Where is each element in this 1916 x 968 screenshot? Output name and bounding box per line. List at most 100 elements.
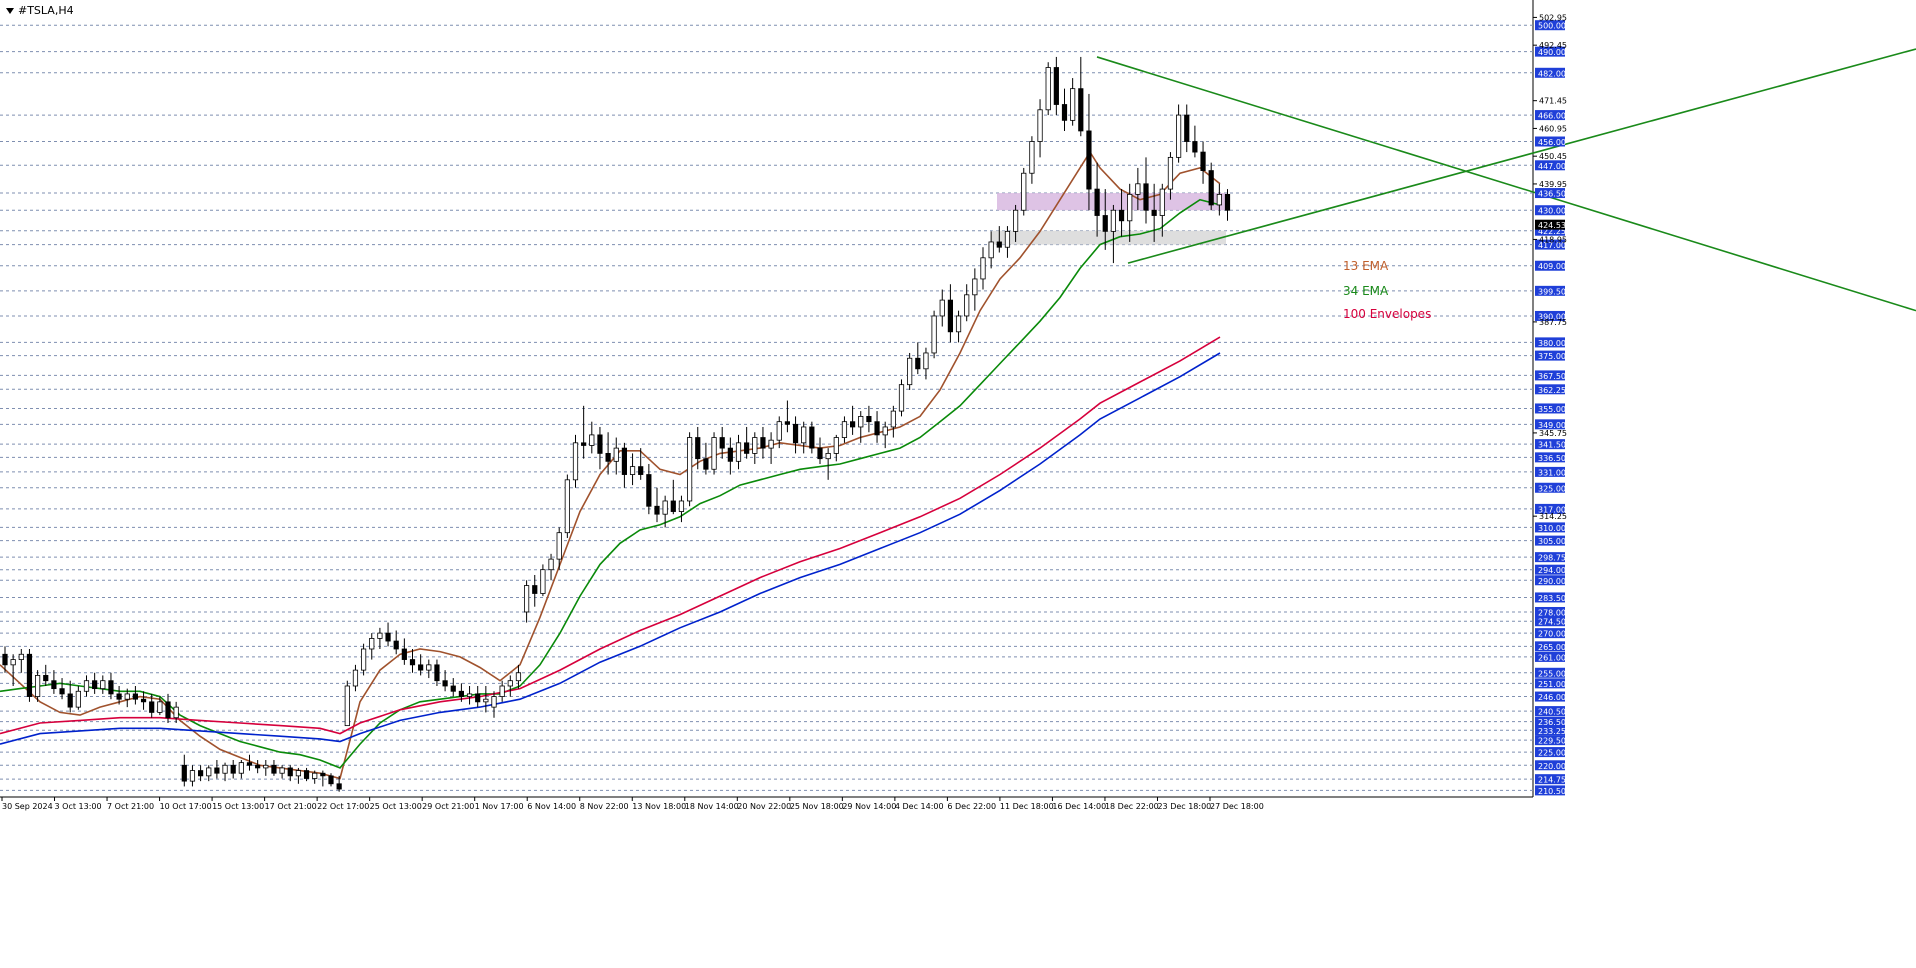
price-level-tag[interactable] (1535, 760, 1565, 771)
price-level-tag[interactable] (1535, 384, 1565, 395)
price-level-tag[interactable] (1535, 706, 1565, 717)
trendline[interactable] (1127, 48, 1916, 264)
price-level-tag[interactable] (1535, 403, 1565, 414)
candle[interactable] (336, 775, 342, 792)
candle[interactable] (466, 685, 473, 705)
price-level-tag[interactable] (1535, 575, 1565, 586)
candle[interactable] (817, 437, 823, 464)
candle[interactable] (10, 654, 16, 686)
candle[interactable] (768, 432, 774, 464)
candle[interactable] (189, 765, 196, 787)
price-level-tag[interactable] (1535, 641, 1565, 652)
candle[interactable] (385, 622, 391, 647)
candle[interactable] (548, 553, 554, 581)
candle[interactable] (401, 638, 407, 665)
candle[interactable] (344, 680, 350, 727)
candle[interactable] (1053, 56, 1059, 116)
candle[interactable] (858, 411, 864, 443)
candle[interactable] (890, 405, 896, 438)
candle[interactable] (295, 767, 302, 784)
candle[interactable] (923, 347, 929, 380)
candle[interactable] (450, 678, 456, 697)
current-price-tag[interactable] (1535, 219, 1565, 230)
candle[interactable] (629, 453, 636, 486)
candle[interactable] (255, 759, 261, 774)
candle[interactable] (972, 268, 978, 311)
candle[interactable] (1159, 183, 1165, 237)
candle[interactable] (1143, 157, 1149, 224)
candle[interactable] (442, 670, 448, 692)
candle[interactable] (556, 527, 562, 570)
price-level-tag[interactable] (1535, 310, 1565, 321)
price-level-tag[interactable] (1535, 46, 1565, 57)
candle[interactable] (801, 421, 807, 454)
candle[interactable] (92, 672, 98, 694)
price-level-tag[interactable] (1535, 466, 1565, 477)
price-level-tag[interactable] (1535, 370, 1565, 381)
candle[interactable] (898, 379, 905, 417)
price-level-tag[interactable] (1535, 747, 1565, 758)
price-level-tag[interactable] (1535, 725, 1565, 736)
candle[interactable] (964, 284, 970, 322)
candle[interactable] (735, 434, 742, 470)
candle[interactable] (515, 664, 522, 689)
candle[interactable] (475, 685, 481, 708)
candle[interactable] (589, 421, 595, 454)
price-level-tag[interactable] (1535, 110, 1565, 121)
candle[interactable] (833, 434, 839, 462)
price-level-tag[interactable] (1535, 205, 1565, 216)
price-level-tag[interactable] (1535, 564, 1565, 575)
candle[interactable] (1151, 183, 1157, 242)
candle[interactable] (173, 701, 179, 723)
candle[interactable] (287, 765, 293, 782)
candle[interactable] (695, 426, 701, 470)
price-level-tag[interactable] (1535, 691, 1565, 702)
price-level-tag[interactable] (1535, 667, 1565, 678)
candle[interactable] (360, 643, 367, 676)
trendline[interactable] (1096, 56, 1916, 312)
candle[interactable] (980, 247, 986, 290)
price-level-tag[interactable] (1535, 482, 1565, 493)
candle[interactable] (214, 759, 220, 779)
candle[interactable] (279, 765, 285, 779)
candle[interactable] (1192, 125, 1198, 158)
candle[interactable] (581, 405, 587, 459)
candle[interactable] (230, 759, 236, 779)
candle[interactable] (719, 426, 725, 459)
price-axis[interactable]: 500.00 490.00 482.00 466.00 456.00 447.00 436.… (1533, 13, 1567, 796)
candle[interactable] (1029, 136, 1035, 184)
candle[interactable] (1078, 56, 1084, 137)
candle[interactable] (369, 633, 375, 660)
candle[interactable] (507, 675, 513, 697)
candle[interactable] (165, 693, 171, 723)
candles[interactable] (2, 56, 1231, 792)
candle[interactable] (409, 648, 416, 673)
candle[interactable] (108, 672, 114, 700)
candle[interactable] (1224, 189, 1231, 221)
candle[interactable] (1070, 78, 1076, 126)
candle[interactable] (621, 442, 628, 488)
candle[interactable] (939, 289, 945, 327)
candle[interactable] (524, 580, 530, 623)
candle[interactable] (434, 659, 440, 686)
candle[interactable] (792, 416, 799, 454)
candle[interactable] (1208, 162, 1214, 211)
candle[interactable] (613, 437, 619, 475)
candle[interactable] (1045, 62, 1051, 116)
price-level-tag[interactable] (1535, 337, 1565, 348)
price-level-tag[interactable] (1535, 628, 1565, 639)
candle[interactable] (67, 680, 73, 713)
candle[interactable] (850, 405, 856, 435)
candle[interactable] (1184, 104, 1190, 153)
candle[interactable] (377, 627, 383, 649)
price-level-tag[interactable] (1535, 350, 1565, 361)
candle[interactable] (320, 770, 326, 787)
candle[interactable] (393, 630, 399, 655)
candle[interactable] (572, 434, 579, 488)
price-level-tag[interactable] (1535, 678, 1565, 689)
candle[interactable] (841, 416, 848, 443)
price-level-tag[interactable] (1535, 136, 1565, 147)
candle[interactable] (458, 683, 465, 702)
